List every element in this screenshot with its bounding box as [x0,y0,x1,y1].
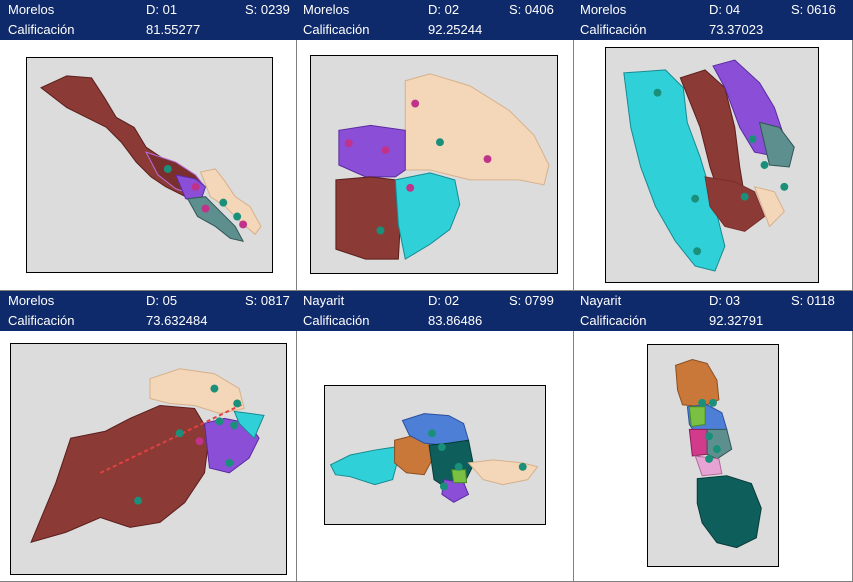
card-header-row: Nayarit D: 02 S: 0799 [297,291,574,311]
district-label: D: 02 [428,293,460,308]
score-value: 73.37023 [709,22,764,37]
state-label: Morelos [8,293,55,308]
card-body [297,331,574,582]
section-label: S: 0799 [509,293,554,308]
section-label: S: 0239 [245,2,290,17]
card-header-row: Morelos D: 05 S: 0817 [0,291,297,311]
district-label: D: 01 [146,2,178,17]
section-map-svg [335,73,550,260]
card-body [0,40,297,291]
state-label: Nayarit [303,293,345,308]
score-value: 73.632484 [146,313,208,328]
section-map-svg [30,368,265,544]
card-body [574,331,853,582]
section-map-svg [40,75,262,243]
district-label: D: 02 [428,2,460,17]
state-label: Morelos [580,2,627,17]
score-value: 83.86486 [428,313,483,328]
card-morelos-d04: Morelos D: 04 S: 0616 Calificación 73.37… [574,0,853,291]
card-score-row: Calificación 92.25244 [297,20,574,40]
district-label: D: 05 [146,293,178,308]
score-label: Calificación [580,22,647,37]
card-body [0,331,297,582]
score-label: Calificación [8,313,75,328]
section-map [10,343,287,575]
card-body [574,40,853,291]
score-value: 81.55277 [146,22,201,37]
section-map [324,385,546,525]
section-label: S: 0406 [509,2,554,17]
score-label: Calificación [580,313,647,328]
section-label: S: 0118 [791,293,835,308]
card-score-row: Calificación 81.55277 [0,20,297,40]
card-nayarit-d03: Nayarit D: 03 S: 0118 Calificación 92.32… [574,291,853,582]
state-label: Morelos [8,2,55,17]
section-map [26,57,273,273]
card-header-row: Morelos D: 02 S: 0406 [297,0,574,20]
state-label: Nayarit [580,293,622,308]
section-label: S: 0817 [245,293,290,308]
card-score-row: Calificación 92.32791 [574,311,853,331]
district-label: D: 04 [709,2,741,17]
section-map [647,344,779,567]
section-map [605,47,819,283]
section-label: S: 0616 [791,2,836,17]
card-nayarit-d02: Nayarit D: 02 S: 0799 Calificación 83.86… [297,291,574,582]
score-value: 92.32791 [709,313,764,328]
state-label: Morelos [303,2,350,17]
card-score-row: Calificación 83.86486 [297,311,574,331]
score-label: Calificación [303,22,370,37]
card-header-row: Nayarit D: 03 S: 0118 [574,291,853,311]
card-score-row: Calificación 73.37023 [574,20,853,40]
score-label: Calificación [8,22,75,37]
card-morelos-d05: Morelos D: 05 S: 0817 Calificación 73.63… [0,291,297,582]
score-label: Calificación [303,313,370,328]
card-morelos-d02: Morelos D: 02 S: 0406 Calificación 92.25… [297,0,574,291]
district-label: D: 03 [709,293,741,308]
section-map-svg [623,59,795,272]
card-morelos-d01: Morelos D: 01 S: 0239 Calificación 81.55… [0,0,297,291]
section-map-svg [329,413,539,503]
card-header-row: Morelos D: 04 S: 0616 [574,0,853,20]
card-score-row: Calificación 73.632484 [0,311,297,331]
section-map [310,55,558,274]
score-value: 92.25244 [428,22,483,37]
card-header-row: Morelos D: 01 S: 0239 [0,0,297,20]
card-body [297,40,574,291]
section-map-svg [675,358,762,549]
